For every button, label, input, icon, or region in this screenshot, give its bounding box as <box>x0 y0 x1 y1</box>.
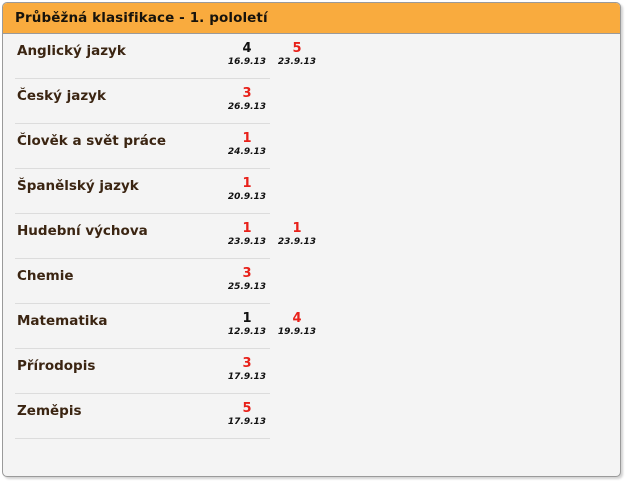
grade-date: 25.9.13 <box>227 282 267 292</box>
grade-cell[interactable]: 1 23.9.13 <box>222 221 272 249</box>
grade-value: 1 <box>292 221 302 236</box>
grade-value: 3 <box>242 356 252 371</box>
subject-name: Člověk a svět práce <box>17 133 166 149</box>
grade-value: 5 <box>242 401 252 416</box>
grade-value: 3 <box>242 266 252 281</box>
grade-value: 4 <box>242 41 252 56</box>
subject-name: Přírodopis <box>17 358 96 374</box>
grade-date: 16.9.13 <box>227 57 267 67</box>
subject-row: Zeměpis 5 17.9.13 <box>15 394 270 439</box>
subject-row: Španělský jazyk 1 20.9.13 <box>15 169 270 214</box>
grade-date: 26.9.13 <box>227 102 267 112</box>
grade-value: 1 <box>242 176 252 191</box>
grade-value: 1 <box>242 131 252 146</box>
subject-name: Zeměpis <box>17 403 82 419</box>
subject-name: Chemie <box>17 268 74 284</box>
subject-row: Anglický jazyk 4 16.9.13 5 23.9.13 <box>15 34 316 79</box>
grade-value: 3 <box>242 86 252 101</box>
page-title: Průběžná klasifikace - 1. pololetí <box>15 10 268 26</box>
grade-date: 19.9.13 <box>277 327 317 337</box>
subject-row: Hudební výchova 1 23.9.13 1 23.9.13 <box>15 214 316 259</box>
grade-cell[interactable]: 3 25.9.13 <box>222 266 272 294</box>
grade-date: 24.9.13 <box>227 147 267 157</box>
grade-cell[interactable]: 1 23.9.13 <box>272 221 322 249</box>
grade-date: 17.9.13 <box>227 417 267 427</box>
subject-row: Přírodopis 3 17.9.13 <box>15 349 270 394</box>
subject-name: Španělský jazyk <box>17 178 139 194</box>
subject-name: Hudební výchova <box>17 223 148 239</box>
subject-list: Anglický jazyk 4 16.9.13 5 23.9.13 Český jazy… <box>3 34 620 439</box>
grades-card: Průběžná klasifikace - 1. pololetí Angli… <box>2 2 621 477</box>
grade-cell[interactable]: 3 26.9.13 <box>222 86 272 114</box>
grade-date: 20.9.13 <box>227 192 267 202</box>
grade-date: 23.9.13 <box>277 57 317 67</box>
grade-value: 1 <box>242 311 252 326</box>
grade-cell[interactable]: 1 20.9.13 <box>222 176 272 204</box>
grade-cell[interactable]: 1 24.9.13 <box>222 131 272 159</box>
subject-row: Český jazyk 3 26.9.13 <box>15 79 270 124</box>
grade-cell[interactable]: 4 16.9.13 <box>222 41 272 69</box>
grade-cell[interactable]: 5 23.9.13 <box>272 41 322 69</box>
grade-cell[interactable]: 4 19.9.13 <box>272 311 322 339</box>
grade-cell[interactable]: 3 17.9.13 <box>222 356 272 384</box>
grade-cell[interactable]: 5 17.9.13 <box>222 401 272 429</box>
subject-name: Český jazyk <box>17 88 106 104</box>
grade-value: 5 <box>292 41 302 56</box>
grade-date: 23.9.13 <box>277 237 317 247</box>
subject-name: Matematika <box>17 313 108 329</box>
grade-date: 17.9.13 <box>227 372 267 382</box>
grade-date: 23.9.13 <box>227 237 267 247</box>
grade-date: 12.9.13 <box>227 327 267 337</box>
grade-value: 1 <box>242 221 252 236</box>
subject-name: Anglický jazyk <box>17 43 126 59</box>
subject-row: Matematika 1 12.9.13 4 19.9.13 <box>15 304 316 349</box>
card-header: Průběžná klasifikace - 1. pololetí <box>3 3 620 34</box>
grade-value: 4 <box>292 311 302 326</box>
subject-row: Chemie 3 25.9.13 <box>15 259 270 304</box>
subject-row: Člověk a svět práce 1 24.9.13 <box>15 124 270 169</box>
grade-cell[interactable]: 1 12.9.13 <box>222 311 272 339</box>
